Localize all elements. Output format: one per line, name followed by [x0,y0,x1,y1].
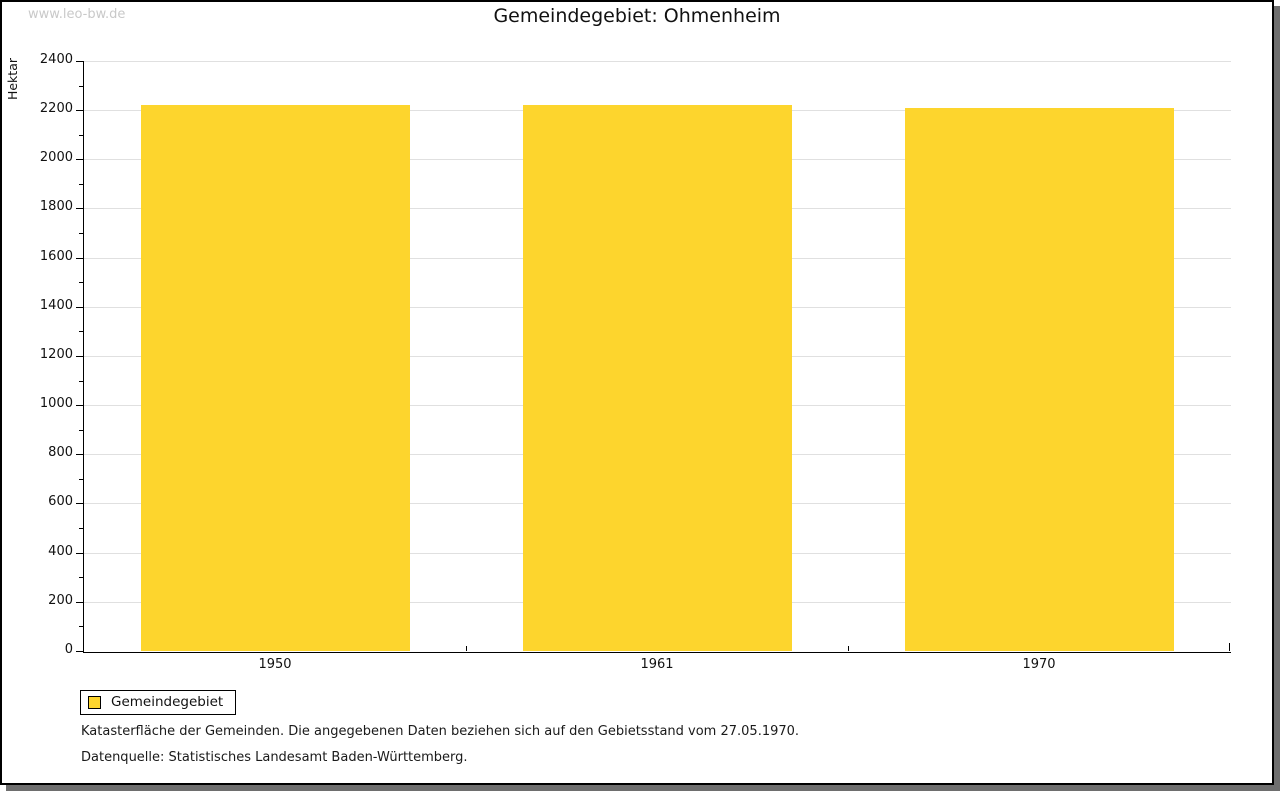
watermark: www.leo-bw.de [28,7,126,22]
y-minor-tick [79,331,83,332]
y-major-tick [76,553,83,554]
y-major-tick [76,503,83,504]
y-major-tick [76,651,83,652]
y-minor-tick [79,86,83,87]
y-minor-tick [79,135,83,136]
x-category-label: 1961 [640,657,674,672]
y-tick-label: 400 [48,544,73,559]
plot-area: 0 200 400 600 800 1000 1200 1400 1600 1800 2000 220… [40,52,1231,672]
bar [905,108,1174,651]
y-minor-tick [79,528,83,529]
y-minor-tick [79,430,83,431]
chart-title: Gemeindegebiet: Ohmenheim [493,5,781,27]
y-major-tick [76,159,83,160]
y-tick-label: 2200 [39,101,73,116]
legend: Gemeindegebiet [80,690,237,715]
y-tick-label: 1200 [39,347,73,362]
y-tick-label: 600 [48,494,73,509]
footnote-data-source: Datenquelle: Statistisches Landesamt Bad… [81,750,468,765]
legend-label: Gemeindegebiet [111,694,224,710]
y-major-tick [76,356,83,357]
y-major-tick [76,602,83,603]
y-major-tick [76,307,83,308]
x-category-label: 1950 [258,657,292,672]
x-boundary-tick [848,646,849,651]
y-tick-label: 2400 [39,52,73,67]
y-minor-tick [79,381,83,382]
y-tick-label: 1000 [39,396,73,411]
y-tick-label: 0 [64,642,73,657]
y-major-tick [76,110,83,111]
y-minor-tick [79,184,83,185]
y-major-tick [76,208,83,209]
y-tick-label: 1600 [39,249,73,264]
y-axis-label: Hektar [5,58,20,101]
y-minor-tick [79,282,83,283]
y-major-tick [76,454,83,455]
y-tick-label: 2000 [39,150,73,165]
x-axis-end-tick [1229,643,1230,651]
y-minor-tick [79,479,83,480]
x-boundary-tick [466,646,467,651]
y-tick-label: 1400 [39,298,73,313]
y-major-tick [76,61,83,62]
footnote-source-note: Katasterfläche der Gemeinden. Die angege… [81,724,800,739]
y-minor-tick [79,233,83,234]
x-category-label: 1970 [1022,657,1056,672]
y-gridline [84,61,1231,62]
y-minor-tick [79,626,83,627]
bar [141,105,410,651]
y-tick-label: 800 [48,445,73,460]
y-tick-label: 1800 [39,199,73,214]
legend-swatch-icon [88,695,101,709]
y-major-tick [76,405,83,406]
y-major-tick [76,258,83,259]
bar [523,105,792,651]
y-minor-tick [79,577,83,578]
y-tick-label: 200 [48,593,73,608]
